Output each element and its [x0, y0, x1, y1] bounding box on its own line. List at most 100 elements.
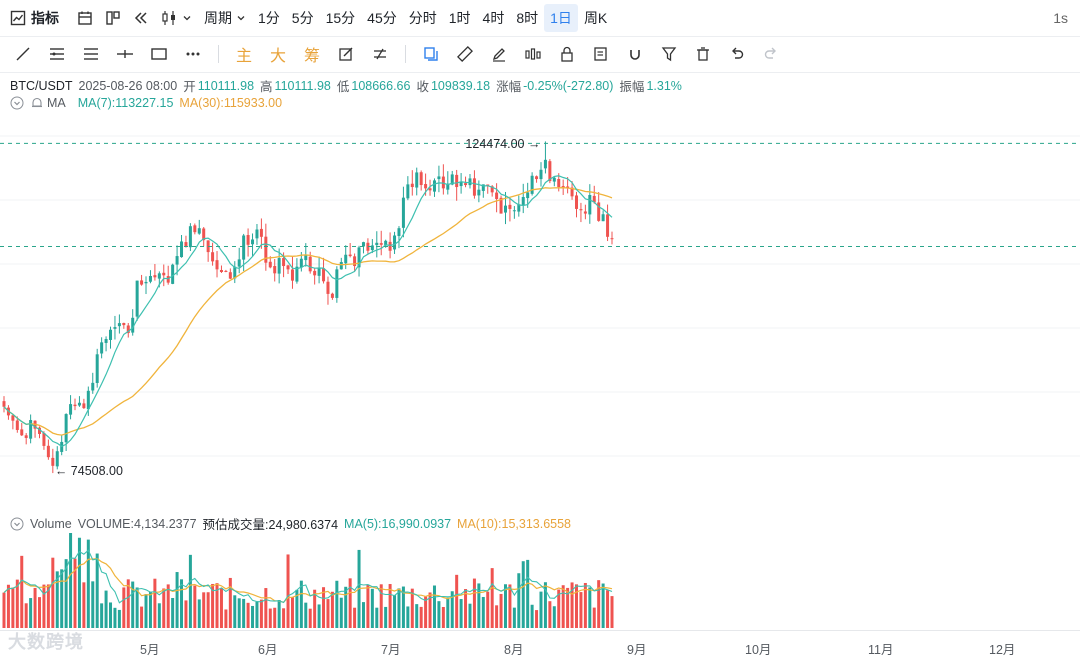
- volume-bar: [180, 579, 184, 628]
- indicator-button[interactable]: 指标: [0, 4, 65, 32]
- volume-bar: [197, 599, 201, 628]
- candle-body: [437, 176, 441, 180]
- edit-note-button[interactable]: [332, 40, 360, 68]
- candle-body: [406, 184, 410, 199]
- candle-body: [552, 177, 556, 182]
- divider: [218, 45, 219, 63]
- volume-bar: [561, 585, 565, 628]
- candle-body: [415, 172, 419, 188]
- volume-bar: [29, 598, 33, 628]
- bell-icon[interactable]: [30, 96, 44, 110]
- volume-bar: [592, 607, 596, 628]
- volume-bar: [140, 606, 144, 628]
- period-option[interactable]: 周K: [583, 10, 608, 26]
- volume-ma5-value: MA(5):16,990.0937: [344, 516, 452, 531]
- volume-bar: [131, 581, 135, 628]
- split-view-button[interactable]: [99, 4, 127, 32]
- volume-bar: [428, 592, 432, 628]
- line-tool-button[interactable]: [9, 40, 37, 68]
- candle-body: [401, 197, 405, 228]
- period-option[interactable]: 1日: [544, 4, 578, 32]
- more-tools-button[interactable]: [179, 40, 207, 68]
- channel-tool-button[interactable]: [77, 40, 105, 68]
- volume-bar: [42, 584, 46, 628]
- candle-body: [335, 269, 339, 298]
- candle-body: [51, 457, 55, 466]
- volume-bar: [15, 579, 19, 628]
- delete-button[interactable]: [689, 40, 717, 68]
- volume-bar: [273, 607, 277, 628]
- undo-button[interactable]: [723, 40, 751, 68]
- main-force-button[interactable]: 主: [230, 40, 258, 68]
- ohlc-legend: BTC/USDT 2025-08-26 08:00 开 110111.98 高 …: [10, 76, 682, 95]
- ruler-button[interactable]: [451, 40, 479, 68]
- open-value: 110111.98: [197, 78, 255, 93]
- candle-body: [379, 243, 383, 245]
- lock-button[interactable]: [553, 40, 581, 68]
- close-value: 109839.18: [430, 78, 491, 93]
- period-option[interactable]: 8时: [516, 10, 539, 26]
- copy-button[interactable]: [417, 40, 445, 68]
- candle-body: [24, 435, 28, 438]
- watermark-text: 大数跨境: [8, 632, 84, 652]
- x-tick: 12月: [989, 643, 1016, 657]
- parallel-tool-button[interactable]: [43, 40, 71, 68]
- candle-body: [242, 235, 246, 260]
- volume-bar: [317, 604, 321, 628]
- candle-tool-button[interactable]: [519, 40, 547, 68]
- period-option[interactable]: 15分: [325, 10, 356, 26]
- candle-body: [375, 242, 379, 246]
- redo-button[interactable]: [757, 40, 785, 68]
- collapse-icon[interactable]: [10, 517, 24, 531]
- collapse-icon[interactable]: [10, 96, 24, 110]
- pencil-button[interactable]: [485, 40, 513, 68]
- note-button[interactable]: [587, 40, 615, 68]
- candle-body: [419, 172, 423, 186]
- candle-body: [38, 427, 42, 434]
- filter-button[interactable]: [655, 40, 683, 68]
- candle-body: [95, 354, 99, 383]
- period-option[interactable]: 4时: [482, 10, 505, 26]
- volume-chart[interactable]: [0, 533, 1080, 630]
- horizontal-line-button[interactable]: [111, 40, 139, 68]
- price-chart[interactable]: [0, 118, 1080, 503]
- x-tick: 5月: [140, 643, 160, 657]
- candle-body: [148, 275, 152, 282]
- period-option[interactable]: 1分: [258, 10, 280, 26]
- volume-bar: [51, 557, 55, 628]
- volume-legend: Volume VOLUME:4,134.2377 预估成交量:24,980.63…: [10, 514, 571, 533]
- period-option[interactable]: 分时: [408, 10, 437, 26]
- volume-bar: [211, 583, 215, 628]
- candle-body: [579, 209, 583, 211]
- candle-body: [499, 197, 503, 214]
- candle-body: [366, 242, 370, 251]
- volume-bar: [24, 603, 28, 628]
- big-order-button[interactable]: 大: [264, 40, 292, 68]
- volume-bar: [406, 606, 410, 628]
- candle-body: [259, 228, 263, 237]
- candle-body: [211, 252, 215, 262]
- refresh-rate[interactable]: 1s: [1053, 4, 1068, 32]
- period-option[interactable]: 5分: [291, 10, 314, 26]
- volume-bar: [512, 607, 516, 628]
- divider: [405, 45, 406, 63]
- rewind-button[interactable]: [127, 4, 155, 32]
- datetime-label: 2025-08-26 08:00: [78, 78, 178, 93]
- drawing-toolbar: 主 大 筹: [0, 36, 1080, 73]
- candle-body: [162, 272, 166, 276]
- period-option[interactable]: 45分: [367, 10, 397, 26]
- magnet-button[interactable]: [621, 40, 649, 68]
- volume-bar: [206, 592, 210, 628]
- measure-button[interactable]: [366, 40, 394, 68]
- layout-button[interactable]: [71, 4, 99, 32]
- rectangle-tool-button[interactable]: [145, 40, 173, 68]
- volume-ma10-value: MA(10):15,313.6558: [457, 516, 572, 531]
- period-dropdown[interactable]: 周期: [198, 4, 252, 32]
- candle-body: [264, 236, 268, 263]
- candle-body: [140, 280, 144, 285]
- period-option[interactable]: 1时: [448, 10, 471, 26]
- chips-button[interactable]: 筹: [298, 40, 326, 68]
- candle-style-button[interactable]: [155, 4, 198, 32]
- volume-bar: [277, 599, 281, 628]
- trash-icon: [697, 47, 709, 61]
